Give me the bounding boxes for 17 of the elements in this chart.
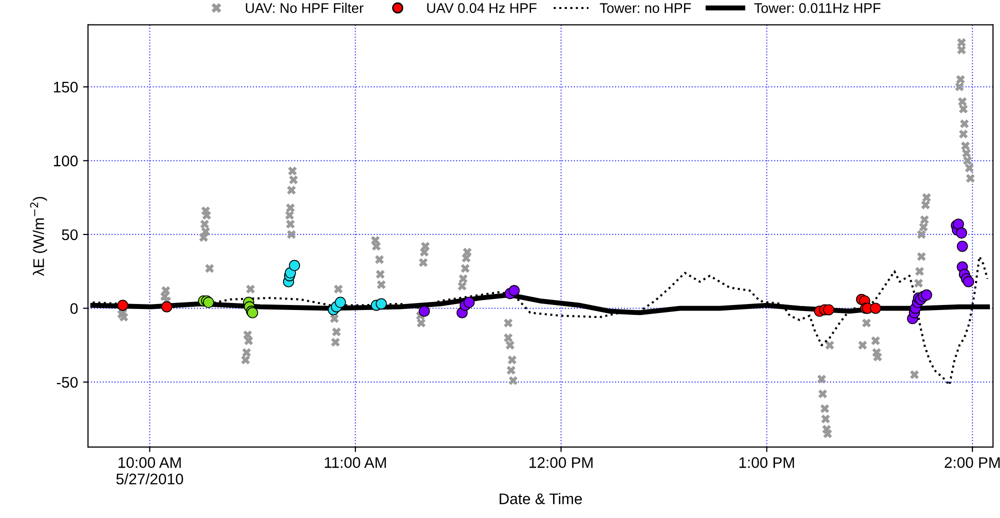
y-tick-label: 100 xyxy=(54,156,78,166)
y-tick-label: 0 xyxy=(70,303,78,314)
legend-label: UAV 0.04 Hz HPF xyxy=(427,3,537,13)
legend-label: Tower: 0.011Hz HPF xyxy=(754,3,880,13)
x-tick-label: 12:00 PM xyxy=(530,457,593,468)
x-tick-label: 11:00 AM xyxy=(324,457,386,468)
x-axis-title: Date & Time xyxy=(500,493,582,504)
line-series xyxy=(92,256,988,386)
legend-label: Tower: no HPF xyxy=(600,3,691,13)
legend-label: UAV: No HPF Filter xyxy=(246,2,364,13)
x-tick-label: 10:00 AM 5/27/2010 xyxy=(116,457,184,484)
x-tick-label: 2:00 PM xyxy=(944,457,1000,468)
y-tick-label: -50 xyxy=(56,376,78,388)
y-tick-label: 50 xyxy=(62,229,78,240)
x-tick-label: 1:00 PM xyxy=(739,457,794,468)
y-axis-title: λE (W/m$^{−2}$) xyxy=(30,196,48,276)
y-tick-label: 150 xyxy=(54,82,78,93)
